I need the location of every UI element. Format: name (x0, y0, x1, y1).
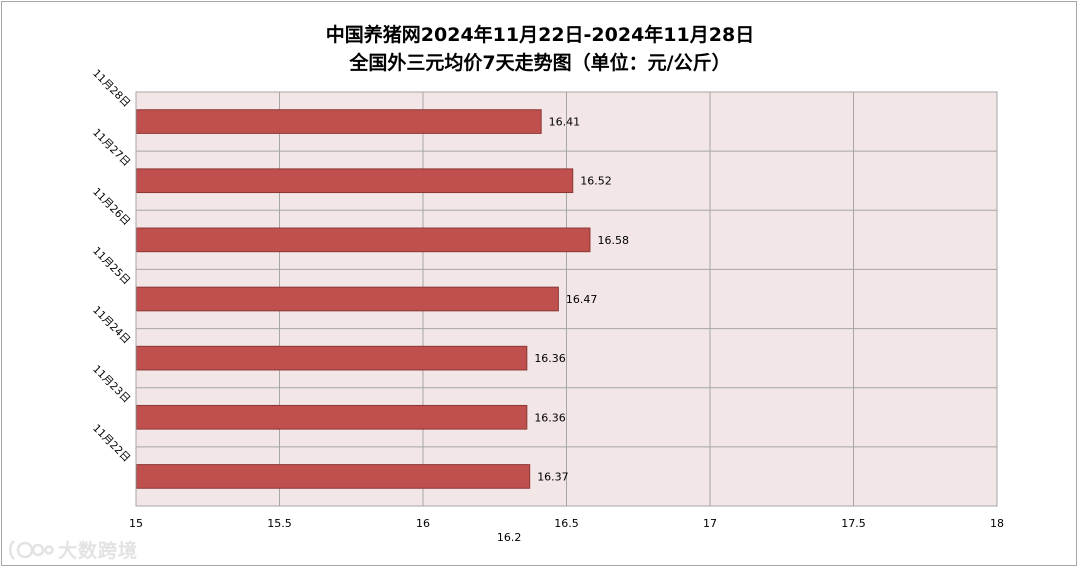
y-tick-label: 11月28日 (90, 67, 132, 109)
x-tick-label: 16 (416, 517, 430, 530)
y-tick-label: 11月23日 (90, 363, 132, 405)
y-tick-label: 11月26日 (90, 186, 132, 228)
data-label: 16.36 (534, 411, 566, 424)
bar (136, 168, 574, 194)
y-tick-label: 11月25日 (90, 245, 132, 287)
camera-logo-icon (9, 539, 54, 560)
x-tick-label: 15 (129, 517, 143, 530)
plot-border (135, 91, 998, 507)
x-tick-label: 15.5 (267, 517, 292, 530)
chart-title-line1: 中国养猪网2024年11月22日-2024年11月28日 (325, 24, 755, 46)
y-tick-label: 11月22日 (90, 422, 132, 464)
bar (136, 404, 528, 430)
x-tick-label: 16.5 (554, 517, 579, 530)
bar (136, 286, 559, 312)
bar (136, 109, 542, 134)
bar (136, 227, 591, 253)
data-label: 16.41 (549, 116, 581, 129)
y-tick-label: 11月27日 (90, 127, 132, 169)
data-label: 16.36 (534, 352, 566, 365)
watermark: 大数跨境 (8, 536, 138, 563)
y-tick-label: 11月24日 (90, 304, 132, 346)
x-extra-label: 16.2 (497, 531, 522, 544)
chart-title-line2: 全国外三元均价7天走势图（单位：元/公斤） (349, 52, 731, 74)
bar (136, 464, 531, 489)
data-label: 16.52 (580, 175, 612, 188)
x-tick-label: 17.5 (841, 517, 866, 530)
data-label: 16.47 (566, 293, 598, 306)
data-label: 16.58 (597, 234, 629, 247)
bar (136, 345, 528, 371)
x-tick-label: 18 (990, 517, 1004, 530)
watermark-text: 大数跨境 (58, 540, 139, 562)
data-label: 16.37 (537, 470, 569, 483)
x-tick-label: 17 (703, 517, 717, 530)
